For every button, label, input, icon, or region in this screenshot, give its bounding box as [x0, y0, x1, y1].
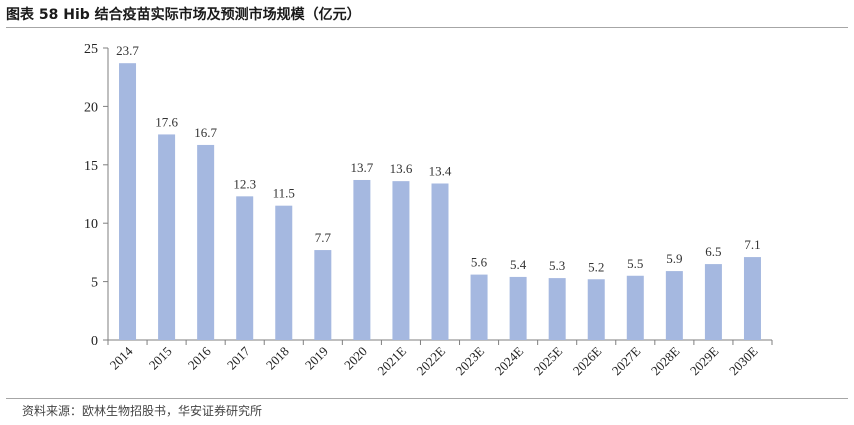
x-tick-label: 2025E — [531, 343, 566, 378]
chart-title: 图表 58 Hib 结合疫苗实际市场及预测市场规模（亿元） — [6, 7, 361, 23]
x-tick-label: 2026E — [570, 343, 605, 378]
y-tick-label: 0 — [91, 334, 98, 349]
bar — [626, 275, 644, 340]
data-label: 16.7 — [194, 125, 217, 140]
data-label: 11.5 — [273, 186, 295, 201]
data-label: 23.7 — [116, 43, 139, 58]
x-tick-label: 2023E — [453, 343, 488, 378]
x-tick-label: 2027E — [609, 343, 644, 378]
y-tick-label: 15 — [84, 159, 98, 174]
chart-y-ticks: 0 5 10 15 20 25 — [84, 42, 108, 349]
bar — [704, 264, 722, 340]
data-label: 12.3 — [233, 176, 256, 191]
bar-chart: 23.7 17.6 16.7 12.3 11.5 7.7 13.7 13.6 13.4 5.6 5.… — [84, 42, 773, 378]
x-tick-label: 2020 — [341, 344, 370, 373]
bar — [236, 196, 254, 340]
bar — [665, 271, 683, 340]
bar — [743, 257, 761, 340]
x-tick-label: 2029E — [687, 343, 722, 378]
chart-bars — [119, 63, 761, 341]
bar — [587, 279, 605, 340]
x-tick-label: 2019 — [302, 344, 331, 373]
source-note: 资料来源：欧林生物招股书，华安证券研究所 — [22, 404, 263, 418]
x-tick-label: 2016 — [185, 343, 214, 372]
bar — [392, 181, 410, 340]
bar — [314, 250, 332, 340]
bar — [197, 144, 215, 340]
data-label: 5.2 — [588, 259, 604, 274]
y-tick-label: 10 — [84, 217, 98, 232]
x-tick-label: 2024E — [492, 343, 527, 378]
bar — [275, 205, 293, 340]
data-label: 5.5 — [627, 256, 643, 271]
bar — [470, 274, 488, 340]
data-label: 5.6 — [471, 255, 488, 270]
data-label: 5.9 — [666, 251, 682, 266]
x-tick-label: 2017 — [224, 343, 253, 372]
footer-divider — [6, 398, 848, 399]
data-label: 13.4 — [429, 163, 452, 178]
y-tick-label: 20 — [84, 100, 98, 115]
data-label: 7.7 — [315, 230, 332, 245]
data-label: 13.7 — [351, 160, 374, 175]
data-label: 13.6 — [390, 161, 413, 176]
title-divider — [6, 27, 848, 28]
x-tick-label: 2014 — [107, 343, 136, 372]
data-label: 17.6 — [155, 114, 178, 129]
data-label: 5.3 — [549, 258, 565, 273]
bar — [158, 134, 176, 340]
bar — [119, 63, 137, 341]
x-tick-label: 2021E — [374, 343, 409, 378]
y-tick-label: 25 — [84, 42, 98, 57]
x-tick-label: 2018 — [263, 344, 292, 373]
bar — [353, 179, 371, 340]
data-label: 7.1 — [744, 237, 760, 252]
chart-data-labels: 23.7 17.6 16.7 12.3 11.5 7.7 13.7 13.6 13.4 5.6 5.… — [116, 43, 760, 274]
bar — [548, 278, 566, 340]
data-label: 5.4 — [510, 257, 527, 272]
x-tick-label: 2030E — [726, 343, 761, 378]
bar — [431, 183, 449, 340]
y-tick-label: 5 — [91, 276, 98, 291]
bar — [509, 276, 527, 340]
x-tick-label: 2028E — [648, 343, 683, 378]
x-tick-label: 2015 — [146, 344, 175, 373]
data-label: 6.5 — [705, 244, 721, 259]
x-tick-label: 2022E — [414, 343, 449, 378]
chart-x-ticks: 2014 2015 2016 2017 2018 2019 2020 2021E 2022E 20… — [107, 340, 773, 378]
